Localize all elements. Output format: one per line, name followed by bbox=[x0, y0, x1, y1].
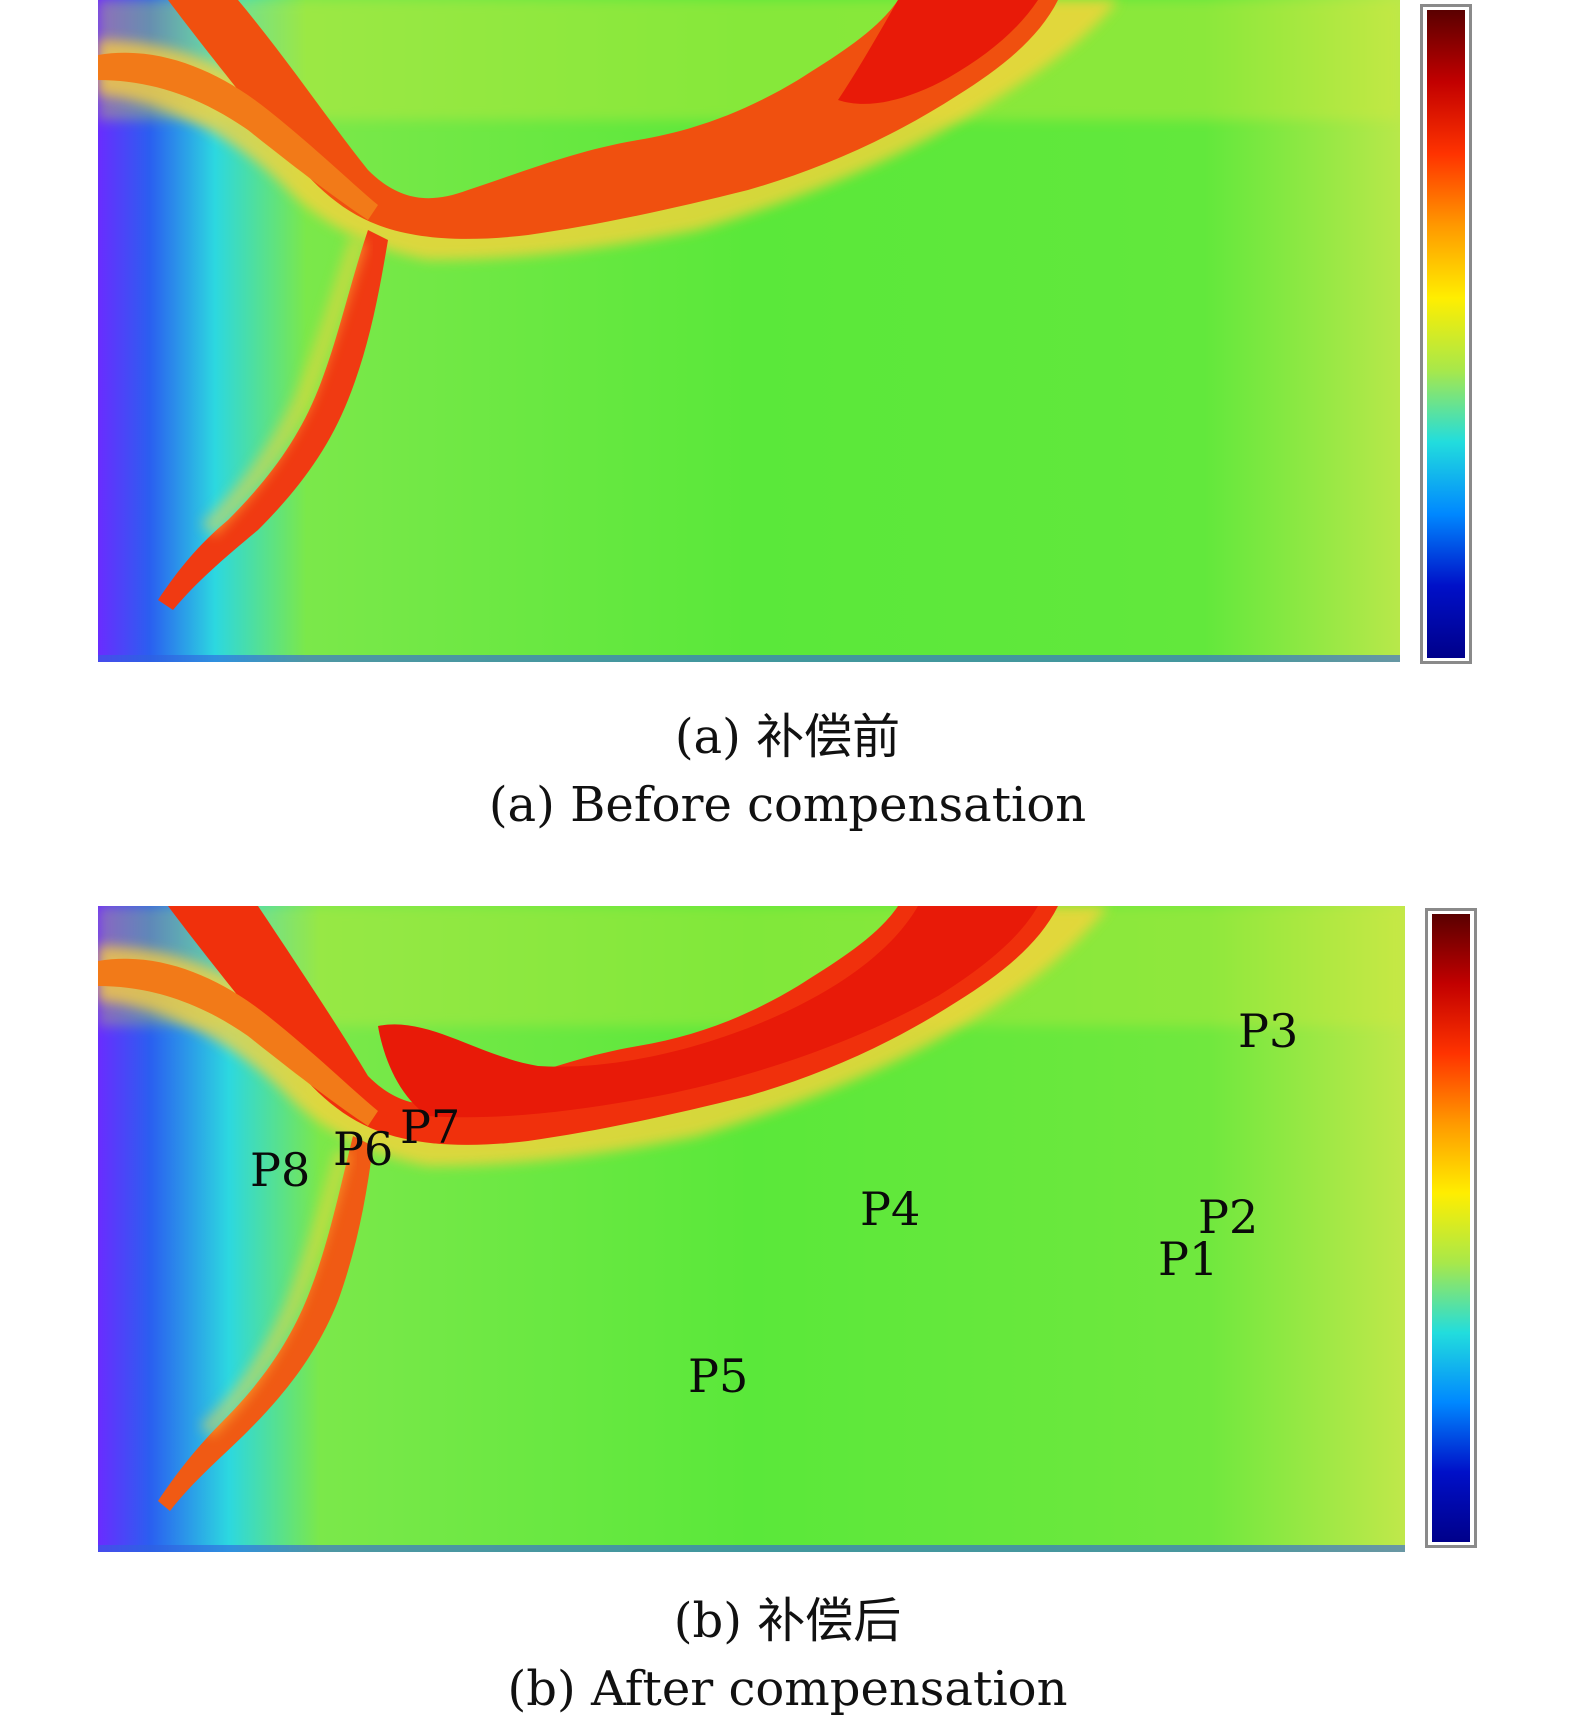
colorbar-before bbox=[1420, 4, 1472, 664]
corner-highland bbox=[1070, 432, 1400, 662]
point-label-p3: P3 bbox=[1238, 1004, 1299, 1058]
ridge-core bbox=[378, 906, 1038, 1118]
ridge-main bbox=[168, 0, 1058, 239]
panel-a: (a) 补偿前 (a) Before compensation bbox=[0, 0, 1575, 840]
point-label-p2: P2 bbox=[1198, 1190, 1259, 1244]
point-label-p5: P5 bbox=[688, 1349, 749, 1403]
valley-branch bbox=[158, 230, 388, 610]
heatmap-after bbox=[98, 906, 1405, 1552]
caption-b-cn: (b) 补偿后 bbox=[673, 1593, 902, 1649]
point-label-p1: P1 bbox=[1158, 1232, 1219, 1286]
colorbar-after-gradient bbox=[1432, 914, 1470, 1542]
map-bottom-edge bbox=[98, 655, 1400, 662]
heatmap-before-svg bbox=[98, 0, 1400, 662]
valley-branch bbox=[158, 1136, 373, 1511]
ridge-main bbox=[168, 906, 1058, 1145]
valley-branch-halo bbox=[200, 1148, 351, 1437]
point-label-p8: P8 bbox=[250, 1143, 311, 1197]
point-label-p7: P7 bbox=[400, 1100, 461, 1154]
ridge-branch bbox=[98, 52, 378, 221]
point-label-p6: P6 bbox=[333, 1122, 394, 1176]
map-bottom-edge bbox=[98, 1545, 1405, 1552]
corner-highland bbox=[1115, 1352, 1405, 1552]
caption-a-cn: (a) 补偿前 bbox=[674, 709, 901, 765]
colorbar-after bbox=[1425, 908, 1477, 1548]
caption-a-en: (a) Before compensation bbox=[488, 777, 1087, 833]
heatmap-after-svg bbox=[98, 906, 1405, 1552]
ridge-core bbox=[838, 0, 1038, 104]
caption-b-en: (b) After compensation bbox=[507, 1661, 1068, 1717]
colorbar-before-gradient bbox=[1427, 10, 1465, 658]
valley-branch-halo bbox=[201, 237, 367, 537]
point-label-p4: P4 bbox=[860, 1182, 921, 1236]
ridge-branch bbox=[98, 958, 378, 1126]
heatmap-before bbox=[98, 0, 1400, 662]
